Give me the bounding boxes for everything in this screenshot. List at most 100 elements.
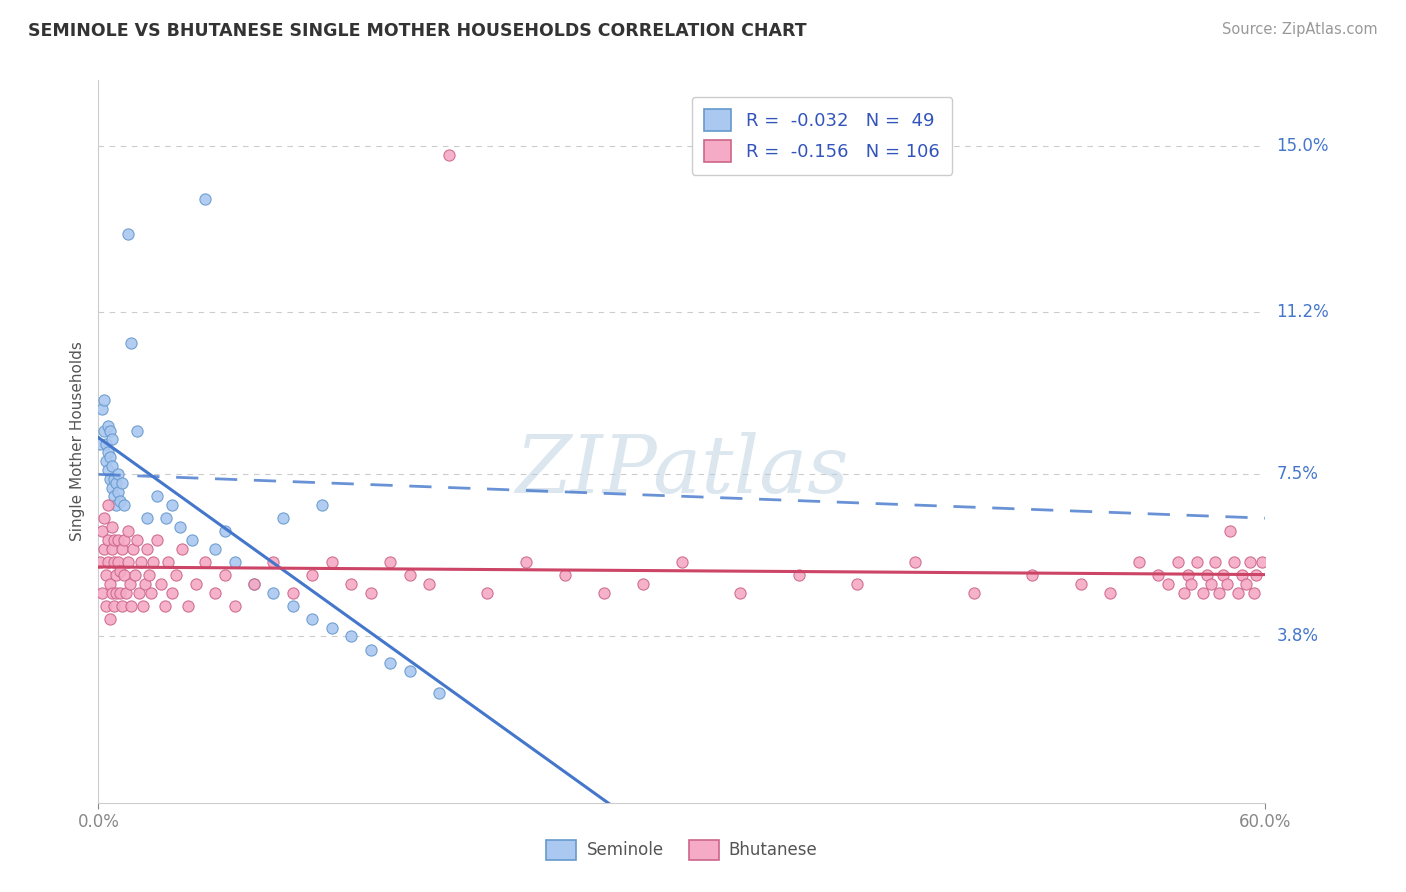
Point — [194, 555, 217, 569]
Point — [398, 665, 420, 679]
Point — [93, 424, 115, 438]
Legend: Seminole, Bhutanese: Seminole, Bhutanese — [540, 833, 824, 867]
Point — [169, 520, 191, 534]
Point — [111, 599, 134, 613]
Point — [1177, 568, 1199, 582]
Text: 7.5%: 7.5% — [1277, 466, 1319, 483]
Text: 3.8%: 3.8% — [1277, 627, 1319, 646]
Point — [1195, 568, 1218, 582]
Point — [111, 476, 134, 491]
Point — [1157, 577, 1180, 591]
Point — [108, 564, 131, 578]
Point — [112, 533, 135, 547]
Point — [1208, 585, 1230, 599]
Point — [108, 493, 131, 508]
Point — [97, 419, 120, 434]
Point — [98, 612, 121, 626]
Point — [243, 577, 266, 591]
Point — [1230, 568, 1253, 582]
Point — [262, 555, 284, 569]
Point — [1250, 555, 1272, 569]
Point — [1199, 577, 1222, 591]
Point — [129, 555, 152, 569]
Point — [1173, 585, 1195, 599]
Point — [104, 568, 127, 582]
Point — [98, 577, 121, 591]
Point — [1239, 555, 1261, 569]
Point — [962, 585, 984, 599]
Point — [134, 577, 156, 591]
Point — [107, 555, 129, 569]
Point — [101, 541, 124, 556]
Point — [214, 568, 236, 582]
Point — [149, 577, 172, 591]
Point — [127, 533, 149, 547]
Point — [554, 568, 576, 582]
Point — [98, 472, 121, 486]
Point — [321, 555, 343, 569]
Point — [124, 568, 146, 582]
Point — [1070, 577, 1092, 591]
Point — [1021, 568, 1043, 582]
Point — [142, 555, 165, 569]
Point — [1204, 555, 1226, 569]
Y-axis label: Single Mother Households: Single Mother Households — [70, 342, 86, 541]
Point — [111, 541, 134, 556]
Point — [146, 533, 169, 547]
Text: 11.2%: 11.2% — [1277, 303, 1329, 321]
Point — [437, 147, 460, 161]
Point — [107, 533, 129, 547]
Point — [1219, 524, 1241, 539]
Point — [1244, 568, 1267, 582]
Point — [96, 599, 118, 613]
Point — [98, 450, 121, 464]
Point — [104, 498, 127, 512]
Point — [97, 445, 120, 459]
Point — [96, 568, 118, 582]
Point — [170, 541, 193, 556]
Point — [93, 511, 115, 525]
Point — [107, 484, 129, 499]
Point — [180, 533, 202, 547]
Point — [112, 568, 135, 582]
Point — [91, 585, 114, 599]
Point — [787, 568, 810, 582]
Point — [1167, 555, 1189, 569]
Point — [107, 467, 129, 482]
Point — [418, 577, 440, 591]
Point — [271, 511, 294, 525]
Point — [118, 577, 141, 591]
Point — [114, 585, 136, 599]
Point — [380, 555, 402, 569]
Point — [340, 577, 363, 591]
Point — [204, 541, 226, 556]
Point — [1234, 577, 1257, 591]
Point — [103, 599, 125, 613]
Point — [1128, 555, 1150, 569]
Text: Source: ZipAtlas.com: Source: ZipAtlas.com — [1222, 22, 1378, 37]
Point — [101, 481, 124, 495]
Point — [243, 577, 266, 591]
Point — [103, 489, 125, 503]
Point — [136, 541, 159, 556]
Point — [108, 585, 131, 599]
Point — [117, 555, 139, 569]
Point — [128, 585, 150, 599]
Point — [91, 524, 114, 539]
Point — [1223, 555, 1246, 569]
Point — [103, 533, 125, 547]
Point — [1215, 577, 1237, 591]
Point — [93, 392, 115, 407]
Point — [104, 476, 127, 491]
Point — [631, 577, 654, 591]
Point — [281, 599, 304, 613]
Point — [112, 498, 135, 512]
Point — [177, 599, 200, 613]
Point — [139, 585, 162, 599]
Point — [97, 555, 120, 569]
Point — [96, 436, 118, 450]
Point — [311, 498, 333, 512]
Point — [1227, 585, 1250, 599]
Point — [1098, 585, 1121, 599]
Point — [101, 433, 124, 447]
